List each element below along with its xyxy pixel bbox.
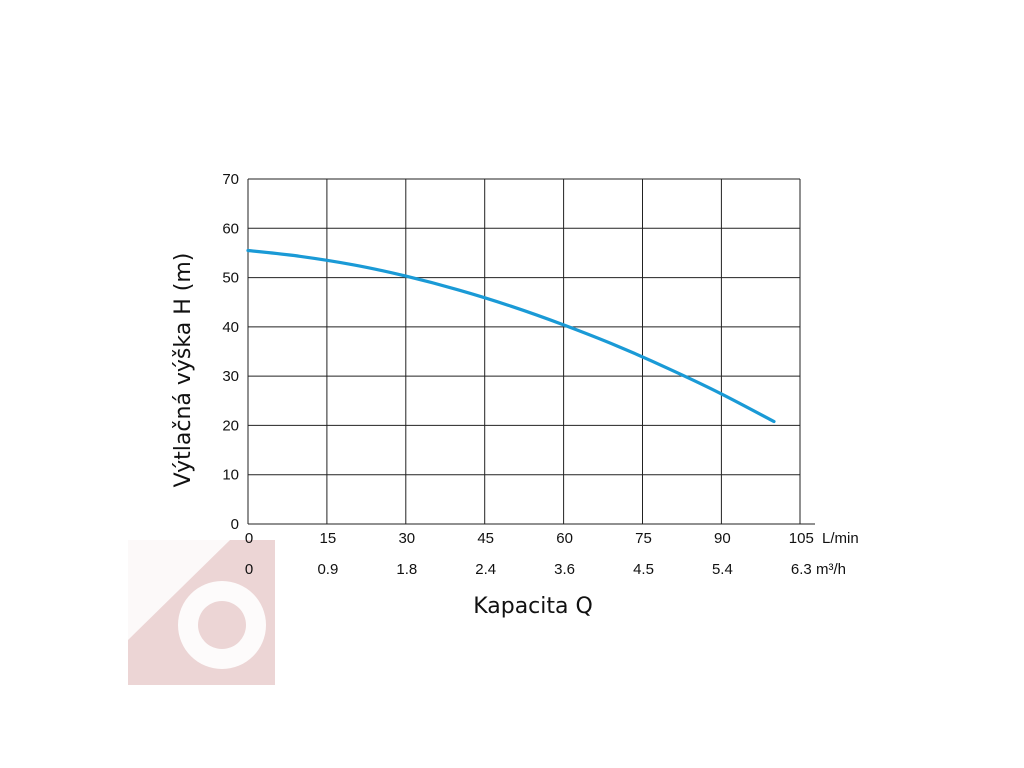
- y-tick-label: 70: [222, 171, 239, 188]
- logo-watermark: [128, 540, 275, 685]
- x-tick-label-primary: 75: [635, 530, 652, 547]
- x-unit-primary: L/min: [822, 530, 859, 547]
- y-tick-label: 60: [222, 220, 239, 237]
- chart-grid: [247, 178, 815, 525]
- x-tick-label-secondary: 3.6: [554, 561, 575, 578]
- y-axis-title: Výtlačná výška H (m): [171, 253, 196, 488]
- x-unit-secondary: m³/h: [816, 561, 846, 578]
- x-axis-title: Kapacita Q: [473, 594, 593, 619]
- series-layer: [246, 248, 776, 424]
- y-tick-label: 0: [231, 516, 239, 533]
- x-tick-label-secondary: 0: [245, 561, 253, 578]
- y-tick-label: 30: [222, 368, 239, 385]
- x-tick-label-primary: 15: [320, 530, 337, 547]
- x-tick-label-primary: 105: [789, 530, 814, 547]
- series-line: [246, 248, 776, 424]
- y-tick-label: 50: [222, 270, 239, 287]
- x-tick-label-primary: 90: [714, 530, 731, 547]
- x-tick-label-primary: 30: [398, 530, 415, 547]
- x-tick-label-secondary: 2.4: [475, 561, 496, 578]
- x-tick-label-secondary: 5.4: [712, 561, 733, 578]
- x-tick-label-secondary: 4.5: [633, 561, 654, 578]
- x-axis-ticks-secondary: 0 0.9 1.8 2.4 3.6 4.5 5.4 6.3: [245, 561, 812, 578]
- y-tick-label: 10: [222, 467, 239, 484]
- x-tick-label-secondary: 0.9: [317, 561, 338, 578]
- y-axis-ticks: 0 10 20 30 40 50 60 70: [222, 171, 239, 533]
- x-tick-label-secondary: 1.8: [396, 561, 417, 578]
- y-tick-label: 20: [222, 417, 239, 434]
- x-axis-ticks-primary: 0 15 30 45 60 75 90 105: [245, 530, 814, 547]
- y-tick-label: 40: [222, 319, 239, 336]
- x-tick-label-primary: 60: [556, 530, 573, 547]
- x-tick-label-primary: 0: [245, 530, 253, 547]
- x-tick-label-secondary: 6.3: [791, 561, 812, 578]
- x-tick-label-primary: 45: [477, 530, 494, 547]
